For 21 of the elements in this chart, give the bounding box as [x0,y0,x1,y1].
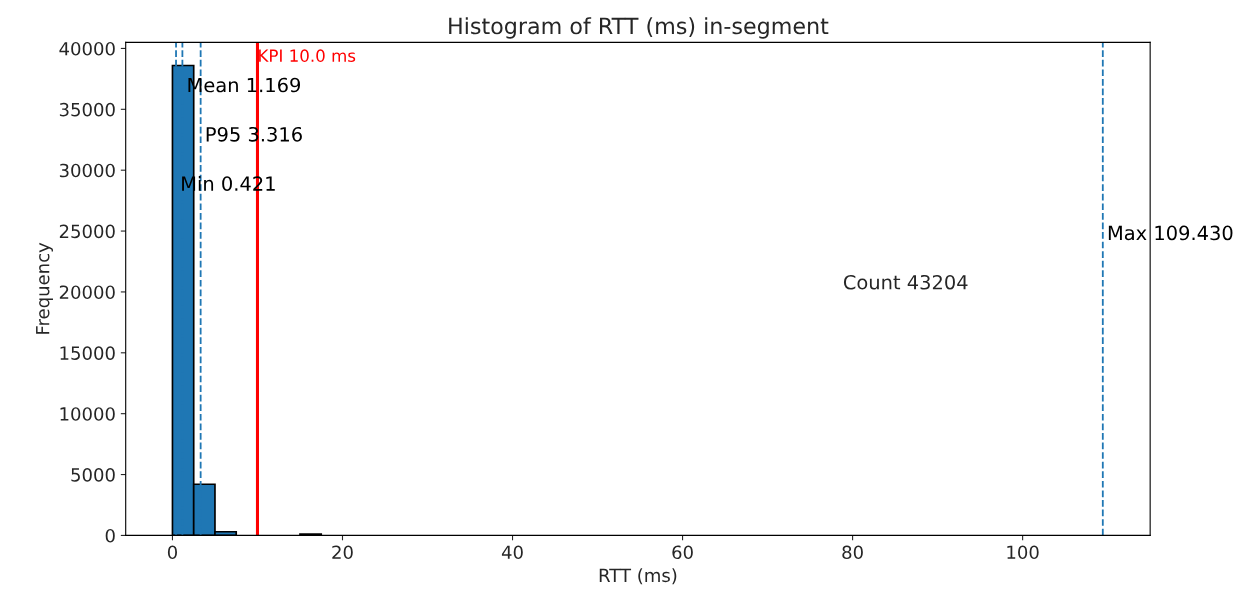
ref-line-label: KPI 10.0 ms [259,49,356,62]
y-tick-label: 40000 [59,41,115,56]
y-tick-label: 30000 [59,163,115,178]
x-tick-label: 80 [842,545,863,560]
x-tick-label: 100 [1007,545,1039,560]
y-axis-title: Frequency [36,242,53,334]
y-tick-label: 0 [105,528,115,543]
x-tick-label: 0 [167,545,177,560]
x-tick-label: 20 [332,545,353,560]
y-tick-label: 5000 [71,468,115,482]
x-axis-title: RTT (ms) [599,568,677,585]
y-tick-label: 20000 [59,285,115,300]
ref-line-label: Max 109.430 [1108,225,1233,241]
y-tick-label: 15000 [60,346,115,360]
x-tick-label: 40 [501,545,523,560]
annotation: Count 43204 [843,274,968,290]
y-tick-label: 25000 [59,224,115,239]
y-tick-label: 10000 [60,407,115,421]
chart-title: Histogram of RTT (ms) in-segment [449,17,829,39]
x-tick-label: 60 [672,545,693,560]
y-tick-label: 35000 [59,102,115,117]
